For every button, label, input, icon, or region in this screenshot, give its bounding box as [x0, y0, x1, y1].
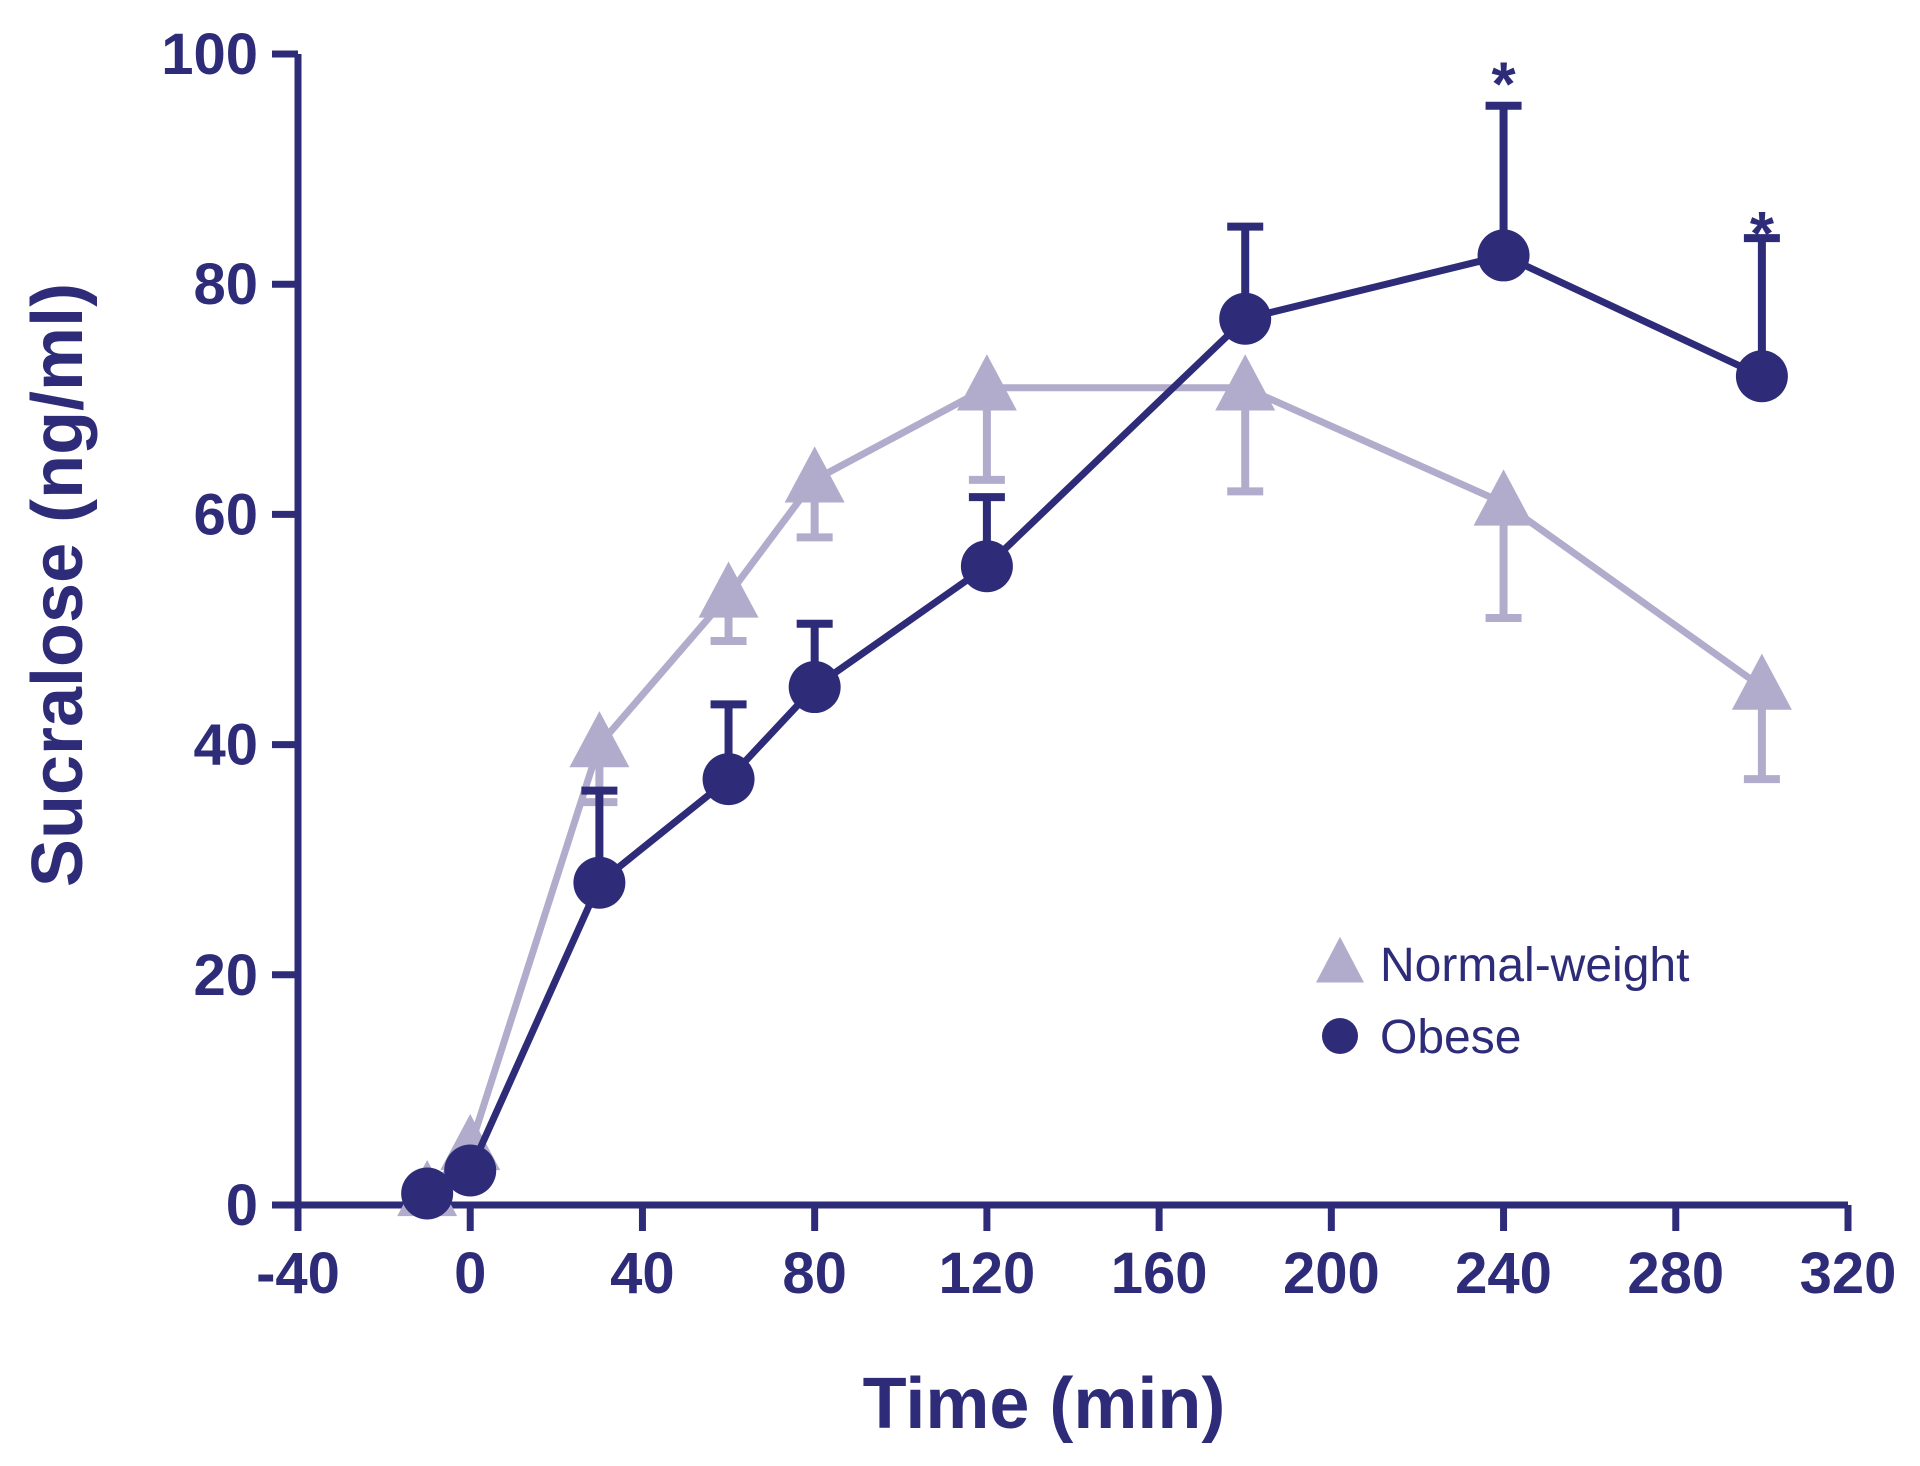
x-axis-title: Time (min)	[863, 1364, 1226, 1444]
data-point-circle	[1735, 350, 1788, 403]
series-line	[424, 384, 1764, 1196]
y-tick-label: 80	[193, 252, 258, 317]
significance-asterisk: *	[1491, 51, 1516, 120]
data-point-circle	[960, 540, 1013, 593]
data-point-triangle	[1473, 469, 1534, 526]
y-tick-label: 60	[193, 482, 258, 547]
legend: Normal-weight Obese	[1316, 936, 1689, 1064]
data-point-circle	[444, 1144, 497, 1197]
x-tick-label: 320	[1800, 1241, 1897, 1306]
series-line	[425, 251, 1764, 1197]
x-tick-label: 40	[610, 1241, 675, 1306]
data-point-triangle	[1215, 354, 1276, 411]
x-tick-label: 240	[1455, 1241, 1552, 1306]
legend-label: Normal-weight	[1380, 939, 1689, 992]
x-tick-label: 80	[782, 1241, 847, 1306]
y-tick-label: 100	[161, 22, 258, 87]
legend-triangle-icon	[1316, 936, 1364, 983]
data-point-circle	[702, 753, 755, 806]
data-point-triangle	[1731, 653, 1792, 710]
y-tick-label: 20	[193, 943, 258, 1008]
data-point-triangle	[956, 354, 1017, 411]
x-tick-label: 0	[454, 1241, 486, 1306]
y-axis-title: Sucralose (ng/ml)	[18, 283, 98, 887]
series-normal-weight	[397, 354, 1792, 1217]
legend-label: Obese	[1380, 1011, 1521, 1064]
data-point-circle	[401, 1167, 454, 1220]
data-point-triangle	[698, 561, 759, 618]
significance-asterisk: *	[1750, 200, 1775, 269]
y-tick-label: 0	[226, 1173, 258, 1238]
data-point-circle	[1477, 229, 1530, 282]
data-point-triangle	[784, 446, 845, 503]
x-tick-label: -40	[256, 1241, 340, 1306]
x-tick-label: 160	[1111, 1241, 1208, 1306]
x-tick-label: 120	[938, 1241, 1035, 1306]
x-tick-label: 200	[1283, 1241, 1380, 1306]
data-point-circle	[788, 661, 841, 714]
data-point-triangle	[569, 711, 630, 768]
x-tick-label: 280	[1627, 1241, 1724, 1306]
y-tick-label: 40	[193, 713, 258, 778]
series-group: **	[397, 51, 1792, 1220]
series-obese	[401, 101, 1788, 1220]
data-point-circle	[573, 856, 626, 909]
legend-circle-icon	[1322, 1018, 1358, 1054]
data-point-circle	[1219, 292, 1272, 345]
